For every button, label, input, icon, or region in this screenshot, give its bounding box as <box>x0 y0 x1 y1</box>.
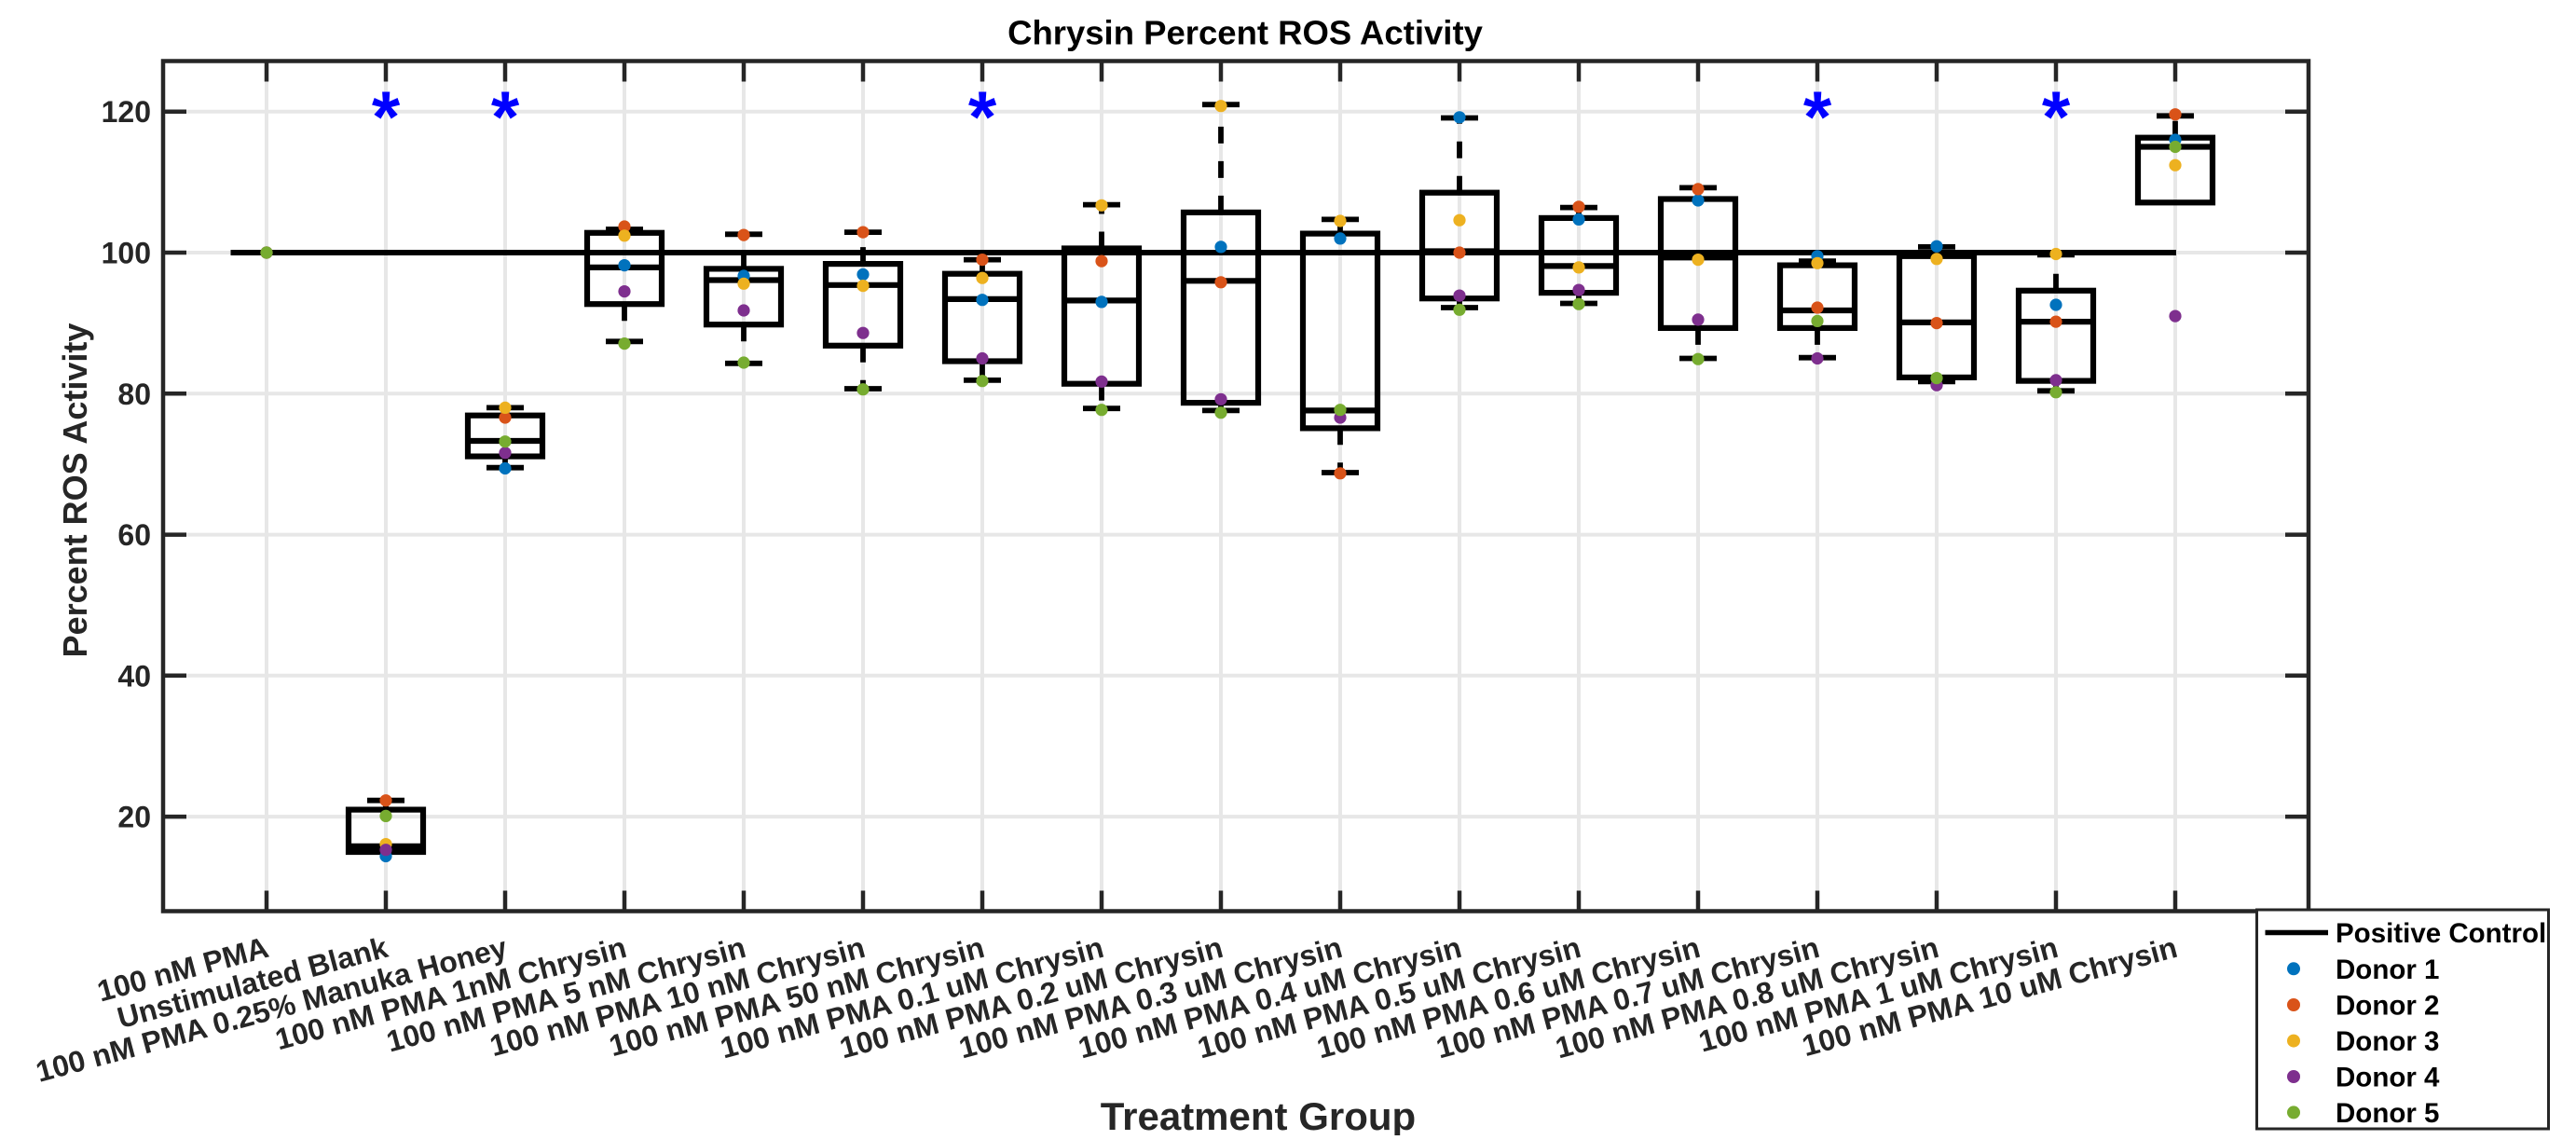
svg-text:Chrysin Percent ROS Activity: Chrysin Percent ROS Activity <box>1007 14 1484 52</box>
svg-text:Treatment Group: Treatment Group <box>1101 1094 1416 1135</box>
svg-text:Donor 5: Donor 5 <box>2336 1098 2439 1129</box>
svg-text:20: 20 <box>117 801 151 834</box>
svg-text:Donor 1: Donor 1 <box>2336 955 2439 985</box>
svg-text:Positive Control: Positive Control <box>2336 918 2546 949</box>
svg-text:60: 60 <box>117 518 151 552</box>
svg-text:*: * <box>372 76 401 158</box>
svg-text:Donor 3: Donor 3 <box>2336 1026 2439 1057</box>
svg-text:Percent ROS Activity: Percent ROS Activity <box>56 323 94 658</box>
svg-text:*: * <box>2042 76 2071 158</box>
svg-text:Donor 2: Donor 2 <box>2336 991 2439 1022</box>
svg-text:80: 80 <box>117 378 151 411</box>
svg-text:*: * <box>1803 76 1832 158</box>
svg-text:40: 40 <box>117 659 151 693</box>
svg-text:100: 100 <box>102 237 151 270</box>
svg-text:Donor 4: Donor 4 <box>2336 1063 2440 1093</box>
svg-text:*: * <box>968 76 997 158</box>
svg-text:*: * <box>491 76 520 158</box>
svg-text:120: 120 <box>102 95 151 129</box>
